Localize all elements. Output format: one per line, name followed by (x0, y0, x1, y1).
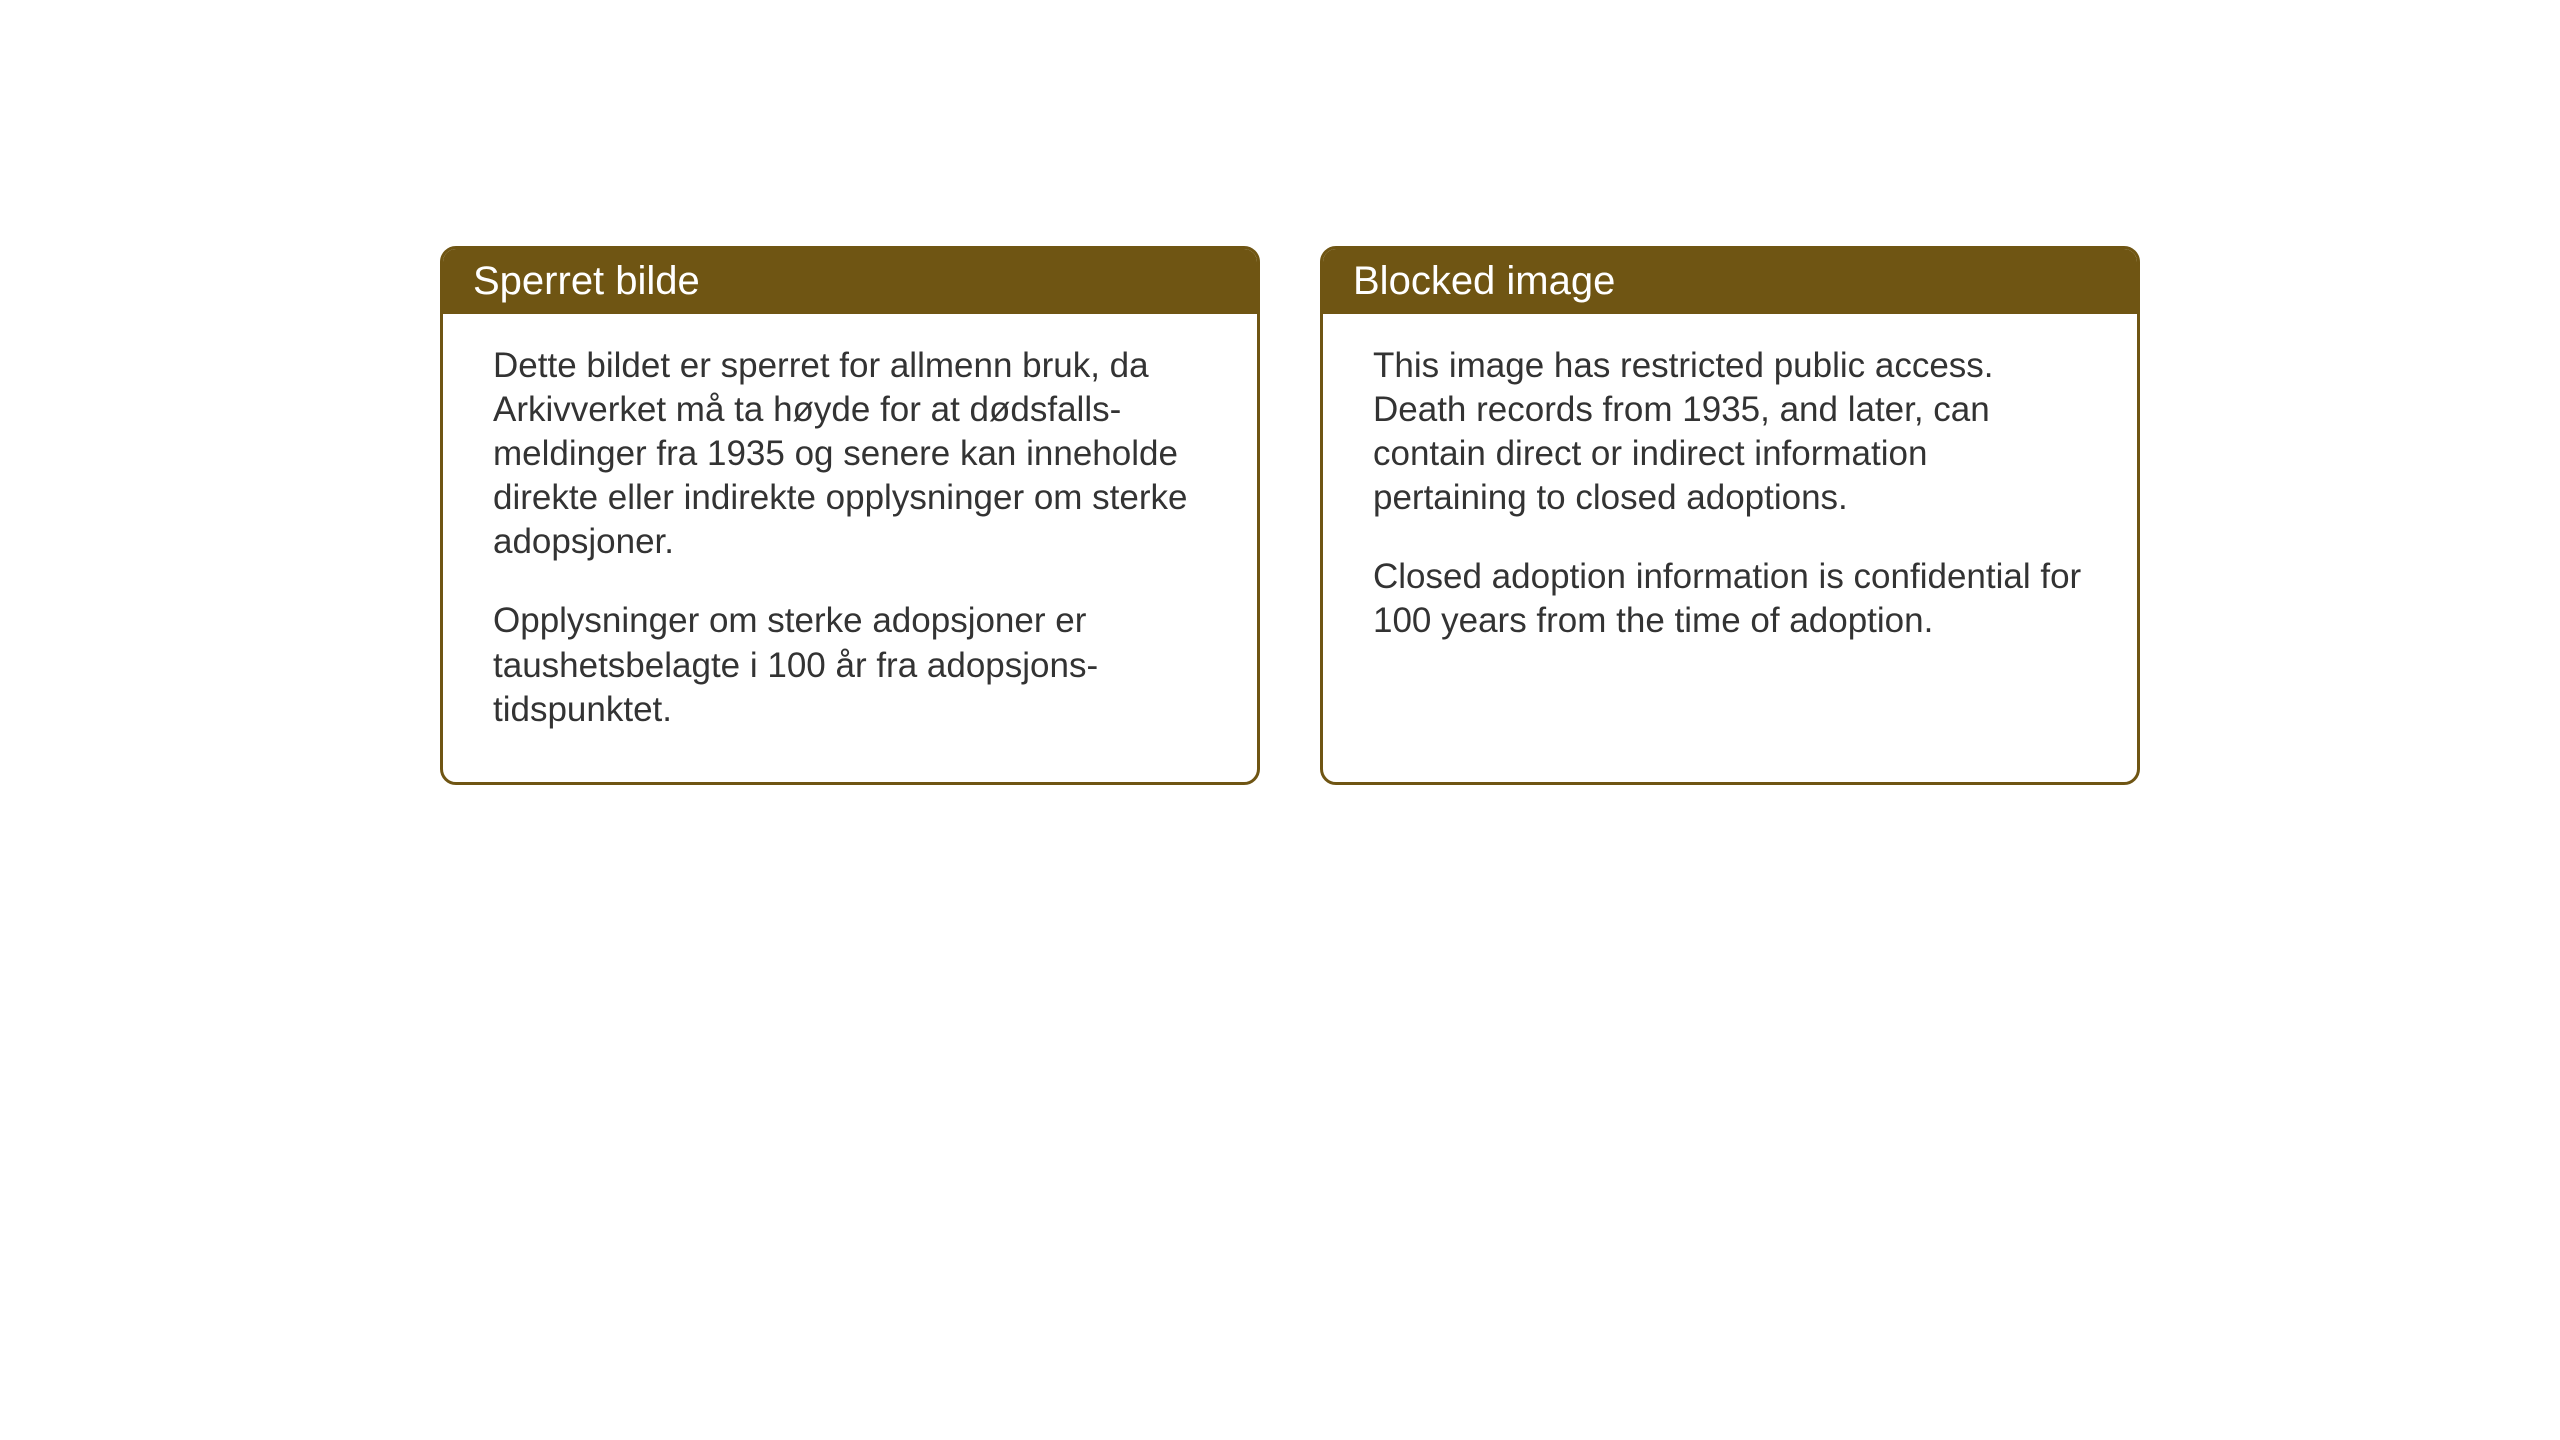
english-card-title: Blocked image (1353, 259, 1615, 303)
english-paragraph-1: This image has restricted public access.… (1373, 344, 2087, 520)
norwegian-notice-card: Sperret bilde Dette bildet er sperret fo… (440, 246, 1260, 785)
norwegian-paragraph-2: Opplysninger om sterke adopsjoner er tau… (493, 599, 1207, 731)
norwegian-paragraph-1: Dette bildet er sperret for allmenn bruk… (493, 344, 1207, 564)
english-card-body: This image has restricted public access.… (1323, 314, 2137, 694)
english-card-header: Blocked image (1323, 249, 2137, 314)
english-paragraph-2: Closed adoption information is confident… (1373, 555, 2087, 643)
norwegian-card-header: Sperret bilde (443, 249, 1257, 314)
norwegian-card-title: Sperret bilde (473, 259, 700, 303)
english-notice-card: Blocked image This image has restricted … (1320, 246, 2140, 785)
norwegian-card-body: Dette bildet er sperret for allmenn bruk… (443, 314, 1257, 782)
notice-container: Sperret bilde Dette bildet er sperret fo… (440, 246, 2140, 785)
